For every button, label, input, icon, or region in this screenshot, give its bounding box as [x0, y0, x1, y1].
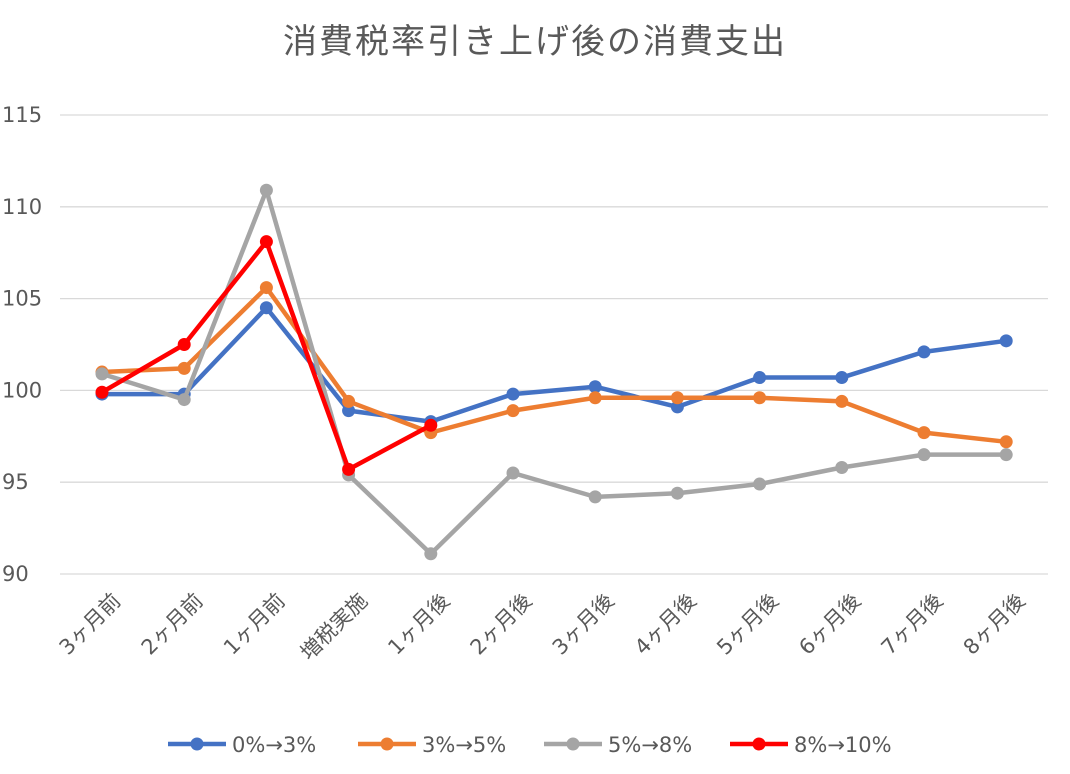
data-point [753, 371, 767, 385]
legend-label: 8%→10% [794, 733, 892, 757]
y-axis-ticks: 90 95 100 105 110 115 [2, 103, 42, 586]
data-point [917, 426, 931, 440]
series-3%→5% [95, 281, 1013, 449]
series-8%→10% [95, 235, 438, 476]
chart-title: 消費税率引き上げ後の消費支出 [283, 22, 787, 62]
x-tick-label: 4ヶ月後 [630, 589, 701, 660]
y-tick-label: 95 [2, 470, 29, 494]
x-tick-label: 5ヶ月後 [712, 589, 783, 660]
x-tick-label: 8ヶ月後 [959, 589, 1030, 660]
data-point [259, 235, 273, 249]
legend: 0%→3% 3%→5% 5%→8% 8%→10% [168, 733, 892, 757]
legend-marker [752, 737, 766, 751]
data-point [342, 404, 356, 418]
data-point [588, 490, 602, 504]
data-point [95, 385, 109, 399]
legend-item: 5%→8% [544, 733, 692, 757]
legend-item: 8%→10% [730, 733, 892, 757]
data-point [835, 394, 849, 408]
series-line [99, 285, 1009, 445]
series-5%→8% [95, 183, 1013, 561]
y-tick-label: 90 [2, 562, 29, 586]
y-tick-label: 100 [2, 378, 42, 402]
data-point [424, 418, 438, 432]
x-tick-label: 3ヶ月後 [548, 589, 619, 660]
data-point [259, 183, 273, 197]
legend-label: 0%→3% [232, 733, 316, 757]
data-point [259, 301, 273, 315]
x-axis-ticks: 3ヶ月前 2ヶ月前 1ヶ月前 増税実施 1ヶ月後 2ヶ月後 3ヶ月後 4ヶ月後 5ヶ月後 6ヶ月後… [55, 589, 1030, 665]
data-point [753, 477, 767, 491]
data-point [670, 400, 684, 414]
data-point [342, 462, 356, 476]
x-tick-label: 6ヶ月後 [794, 589, 865, 660]
data-point [999, 435, 1013, 449]
legend-label: 3%→5% [422, 733, 506, 757]
data-point [342, 394, 356, 408]
data-point [917, 448, 931, 462]
x-tick-label: 増税実施 [296, 589, 372, 665]
data-point [999, 334, 1013, 348]
data-point [670, 391, 684, 405]
data-point [917, 345, 931, 359]
legend-label: 5%→8% [608, 733, 692, 757]
data-point [506, 404, 520, 418]
legend-marker [566, 737, 580, 751]
data-point [835, 461, 849, 475]
y-tick-label: 105 [2, 287, 42, 311]
data-point [177, 393, 191, 407]
y-tick-label: 115 [2, 103, 42, 127]
data-point [177, 338, 191, 351]
y-tick-label: 110 [2, 195, 42, 219]
data-point [588, 380, 602, 394]
data-point [670, 486, 684, 500]
data-point [753, 391, 767, 405]
x-tick-label: 2ヶ月前 [137, 589, 208, 660]
data-point [259, 281, 273, 295]
x-tick-label: 1ヶ月後 [383, 589, 454, 660]
x-tick-label: 3ヶ月前 [55, 589, 126, 660]
data-point [95, 367, 109, 381]
legend-marker [380, 737, 394, 751]
x-tick-label: 7ヶ月後 [877, 589, 948, 660]
data-point [506, 466, 520, 480]
data-point [506, 387, 520, 401]
data-point [177, 361, 191, 375]
data-point [999, 448, 1013, 462]
data-point [424, 547, 438, 561]
legend-item: 3%→5% [358, 733, 506, 757]
x-tick-label: 1ヶ月前 [219, 589, 290, 660]
series-lines [95, 183, 1013, 561]
data-point [588, 391, 602, 405]
series-line [99, 239, 434, 472]
legend-marker [190, 737, 204, 751]
data-point [835, 371, 849, 385]
series-line [99, 188, 1009, 557]
series-line [99, 305, 1009, 424]
x-tick-label: 2ヶ月後 [466, 589, 537, 660]
legend-item: 0%→3% [168, 733, 316, 757]
